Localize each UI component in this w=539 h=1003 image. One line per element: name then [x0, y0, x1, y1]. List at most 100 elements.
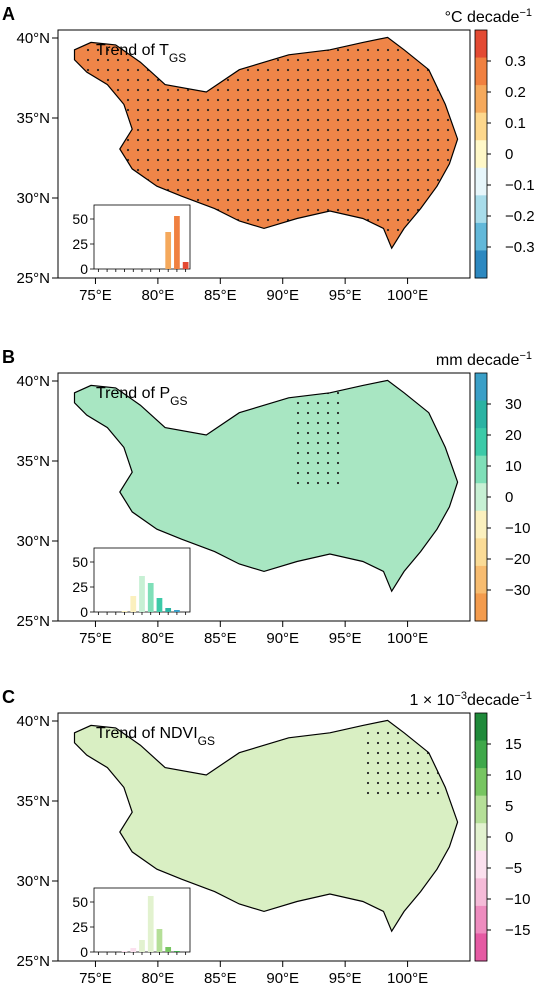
sig-dot — [376, 741, 380, 745]
sig-dot — [186, 118, 190, 122]
sig-dot — [246, 118, 250, 122]
colorbar-bin — [475, 538, 487, 567]
sig-dot — [146, 168, 150, 172]
colorbar-bin — [475, 483, 487, 512]
sig-dot — [216, 98, 220, 102]
histogram-bar — [156, 598, 163, 612]
sig-dot — [246, 78, 250, 82]
sig-dot — [186, 88, 190, 92]
histogram-bar — [165, 232, 172, 269]
sig-dot — [436, 158, 440, 162]
sig-dot — [236, 148, 240, 152]
sig-dot — [316, 401, 320, 405]
sig-dot — [386, 78, 390, 82]
sig-dot — [246, 178, 250, 182]
sig-dot — [346, 118, 350, 122]
sig-dot — [166, 118, 170, 122]
sig-dot — [376, 208, 380, 212]
colorbar-unit-label: 1 × 10−3decade−1 — [409, 690, 532, 709]
sig-dot — [156, 98, 160, 102]
sig-dot — [216, 118, 220, 122]
sig-dot — [406, 88, 410, 92]
sig-dot — [436, 108, 440, 112]
sig-dot — [136, 68, 140, 72]
x-tick-label: 75°E — [79, 287, 112, 304]
sig-dot — [396, 48, 400, 52]
x-tick-label: 95°E — [329, 287, 362, 304]
sig-dot — [386, 148, 390, 152]
sig-dot — [306, 471, 310, 475]
sig-dot — [126, 138, 130, 142]
sig-dot — [426, 88, 430, 92]
sig-dot — [136, 108, 140, 112]
sig-dot — [286, 198, 290, 202]
sig-dot — [386, 741, 390, 745]
sig-dot — [326, 431, 330, 435]
histogram-bar — [156, 929, 163, 952]
sig-dot — [266, 128, 270, 132]
sig-dot — [406, 138, 410, 142]
sig-dot — [366, 761, 370, 765]
sig-dot — [206, 128, 210, 132]
sig-dot — [316, 208, 320, 212]
sig-dot — [136, 88, 140, 92]
x-tick-label: 80°E — [142, 970, 175, 987]
sig-dot — [316, 128, 320, 132]
sig-dot — [276, 98, 280, 102]
sig-dot — [286, 188, 290, 192]
sig-dot — [416, 68, 420, 72]
sig-dot — [296, 98, 300, 102]
sig-dot — [396, 148, 400, 152]
sig-dot — [106, 78, 110, 82]
sig-dot — [216, 128, 220, 132]
sig-dot — [426, 178, 430, 182]
sig-dot — [336, 188, 340, 192]
sig-dot — [226, 158, 230, 162]
sig-dot — [166, 108, 170, 112]
colorbar-tick-label: −20 — [505, 551, 530, 568]
sig-dot — [396, 741, 400, 745]
sig-dot — [356, 158, 360, 162]
sig-dot — [296, 421, 300, 425]
sig-dot — [336, 441, 340, 445]
sig-dot — [426, 781, 430, 785]
sig-dot — [86, 58, 90, 62]
sig-dot — [196, 168, 200, 172]
sig-dot — [336, 461, 340, 465]
sig-dot — [346, 68, 350, 72]
sig-dot — [306, 108, 310, 112]
colorbar-tick-label: 20 — [505, 427, 522, 444]
y-tick-label: 25°N — [16, 270, 50, 287]
sig-dot — [316, 168, 320, 172]
sig-dot — [316, 58, 320, 62]
sig-dot — [326, 481, 330, 485]
sig-dot — [356, 208, 360, 212]
inset-histogram: 50 25 0 — [72, 547, 191, 620]
sig-dot — [186, 168, 190, 172]
sig-dot — [156, 118, 160, 122]
sig-dot — [376, 771, 380, 775]
x-tick-label: 80°E — [142, 630, 175, 647]
sig-dot — [306, 441, 310, 445]
sig-dot — [376, 178, 380, 182]
colorbar-tick-label: −0.1 — [505, 177, 535, 194]
sig-dot — [356, 98, 360, 102]
histogram-bar — [174, 610, 180, 612]
sig-dot — [266, 138, 270, 142]
colorbar-tick-label: 0.3 — [505, 53, 526, 70]
colorbar-tick-label: −5 — [505, 860, 522, 877]
sig-dot — [256, 78, 260, 82]
y-tick-label: 30°N — [16, 190, 50, 207]
histogram-bar — [165, 947, 172, 952]
sig-dot — [336, 451, 340, 455]
sig-dot — [236, 78, 240, 82]
sig-dot — [326, 138, 330, 142]
inset-histogram: 50 25 0 — [72, 887, 191, 960]
sig-dot — [326, 411, 330, 415]
sig-dot — [326, 188, 330, 192]
sig-dot — [336, 481, 340, 485]
sig-dot — [386, 781, 390, 785]
sig-dot — [166, 88, 170, 92]
